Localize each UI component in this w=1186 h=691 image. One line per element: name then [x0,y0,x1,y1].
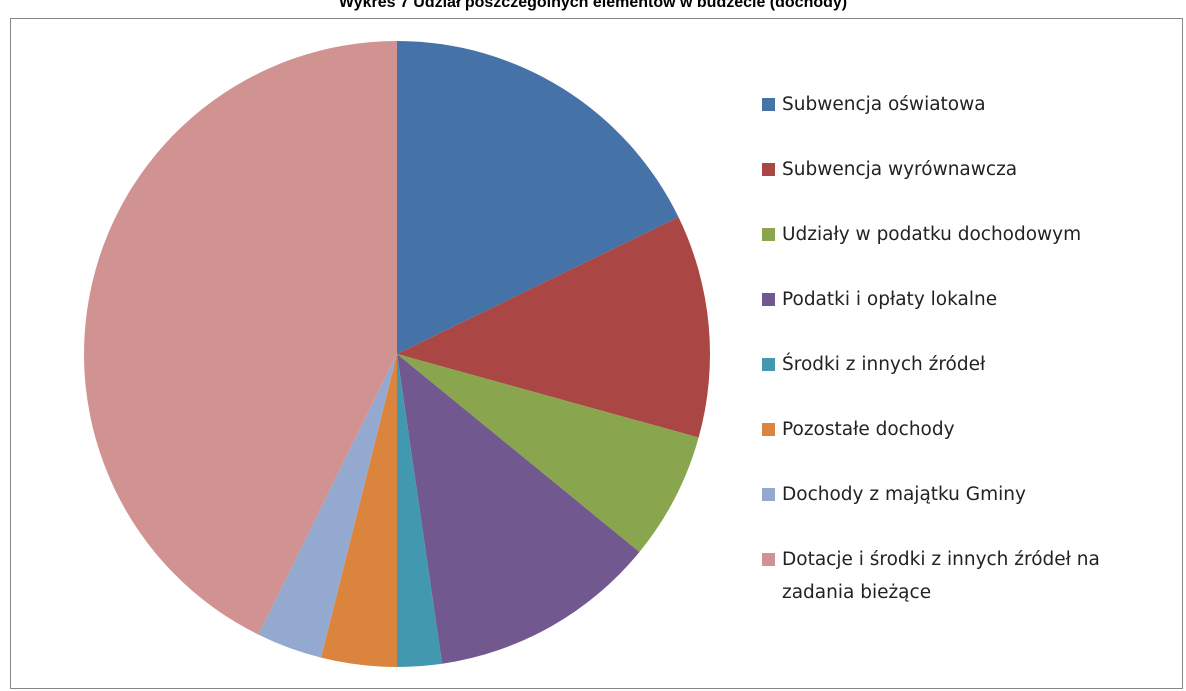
legend-item: Dochody z majątku Gminy [762,478,1154,543]
legend-swatch [762,553,775,566]
pie-slice [321,354,397,667]
pie-slice [397,354,443,667]
legend-label: Subwencja wyrównawcza [782,159,1018,180]
legend-item: Subwencja oświatowa [762,88,1154,153]
legend-item: Udziały w podatku dochodowym [762,218,1154,283]
pie-slice [397,217,710,438]
legend-label: Pozostałe dochody [782,419,955,440]
chart-title: Wykres 7 Udział poszczególnych elementów… [339,0,847,11]
legend-item: Dotacje i środki z innych źródeł na zada… [762,543,1154,608]
pie-slice [397,354,699,552]
pie-slice [84,41,397,635]
legend-item: Podatki i opłaty lokalne [762,283,1154,348]
pie [84,41,710,667]
legend-swatch [762,163,775,176]
legend-label: Dotacje i środki z innych źródeł na zada… [782,549,1100,603]
legend-swatch [762,423,775,436]
pie-slice [397,41,679,354]
legend-swatch [762,293,775,306]
legend-item: Subwencja wyrównawcza [762,153,1154,218]
legend-item: Środki z innych źródeł [762,348,1154,413]
legend-item: Pozostałe dochody [762,413,1154,478]
legend-label: Podatki i opłaty lokalne [782,289,998,310]
legend-swatch [762,488,775,501]
legend-swatch [762,228,775,241]
legend-swatch [762,358,775,371]
legend-label: Środki z innych źródeł [782,354,986,375]
legend: Subwencja oświatowa Subwencja wyrównawcza… [762,88,1154,608]
legend-label: Udziały w podatku dochodowym [782,224,1082,245]
legend-swatch [762,98,775,111]
pie-slice [397,354,640,664]
pie-slice [258,354,397,658]
legend-label: Subwencja oświatowa [782,94,986,115]
legend-label: Dochody z majątku Gminy [782,484,1026,505]
